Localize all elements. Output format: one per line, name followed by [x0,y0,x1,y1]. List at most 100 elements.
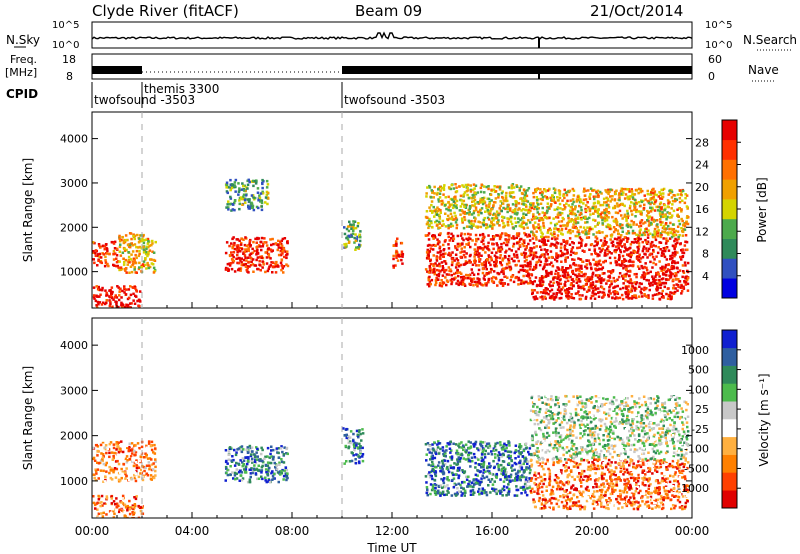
scatter-cell [662,282,666,285]
scatter-cell [532,224,535,227]
scatter-cell [500,242,503,246]
scatter-cell [561,253,565,257]
scatter-cell [92,456,96,460]
scatter-cell [118,250,122,253]
scatter-cell [550,261,553,264]
scatter-cell [642,231,645,235]
scatter-cell [601,266,604,270]
scatter-cell [457,265,461,268]
scatter-cell [265,179,269,183]
scatter-cell [521,217,524,220]
scatter-cell [347,229,351,233]
scatter-cell [534,263,538,267]
velocity-scatter [92,394,690,518]
scatter-cell [618,192,621,195]
scatter-cell [491,242,494,245]
scatter-cell [492,270,496,273]
scatter-cell [564,227,568,230]
scatter-cell [475,283,478,286]
scatter-cell [659,241,663,244]
scatter-cell [577,267,580,270]
scatter-cell [666,215,669,219]
scatter-cell [474,440,478,444]
scatter-cell [242,263,245,267]
scatter-cell [101,515,105,518]
scatter-cell [640,282,643,286]
scatter-cell [543,212,547,215]
scatter-cell [613,206,617,210]
scatter-cell [483,200,486,203]
scatter-cell [607,279,611,282]
scatter-cell [484,223,488,226]
scatter-cell [97,477,100,480]
scatter-cell [239,474,243,477]
scatter-cell [135,475,139,479]
scatter-cell [114,476,118,479]
scatter-cell [482,461,486,464]
scatter-cell [492,449,495,452]
scatter-cell [506,207,510,211]
scatter-cell [111,458,114,461]
scatter-cell [535,297,539,300]
scatter-cell [475,225,478,228]
scatter-cell [260,446,263,450]
scatter-cell [491,217,494,220]
scatter-cell [441,224,444,227]
scatter-cell [235,468,238,471]
scatter-cell [132,257,136,260]
scatter-cell [585,259,589,262]
scatter-cell [685,205,689,208]
scatter-cell [153,452,157,455]
scatter-cell [541,280,544,283]
scatter-cell [571,203,574,206]
scatter-cell [343,232,347,236]
scatter-cell [625,219,628,222]
scatter-cell [123,291,126,294]
scatter-cell [347,446,350,450]
scatter-cell [439,251,442,254]
scatter-cell [511,210,514,214]
scatter-cell [462,448,465,452]
scatter-cell [351,452,354,455]
scatter-cell [250,202,254,206]
scatter-cell [547,292,550,296]
scatter-cell [228,203,232,206]
scatter-cell [552,217,555,220]
scatter-cell [644,253,647,256]
scatter-cell [128,442,131,445]
scatter-cell [94,468,97,471]
scatter-cell [229,465,232,468]
scatter-cell [561,266,564,269]
scatter-cell [668,237,672,240]
scatter-cell [524,233,528,236]
scatter-cell [596,193,600,196]
scatter-cell [587,286,591,289]
scatter-cell [458,242,461,246]
scatter-cell [667,278,670,281]
scatter-cell [265,256,269,259]
scatter-cell [609,284,612,287]
scatter-cell [123,288,126,291]
scatter-cell [351,229,355,232]
scatter-cell [242,195,245,198]
scatter-cell [667,202,670,205]
scatter-cell [242,189,246,192]
scatter-cell [464,255,467,259]
scatter-cell [589,193,592,196]
scatter-cell [428,475,432,479]
scatter-cell [557,283,560,286]
scatter-cell [541,297,544,301]
scatter-cell [489,238,493,241]
scatter-cell [451,258,454,261]
scatter-cell [682,228,685,231]
scatter-cell [264,463,268,467]
scatter-cell [271,478,274,481]
scatter-cell [263,457,266,461]
scatter-cell [267,479,271,482]
scatter-cell [124,293,128,296]
scatter-cell [631,229,635,233]
scatter-cell [233,184,236,187]
scatter-cell [434,262,437,265]
scatter-cell [675,277,678,281]
scatter-cell [456,279,460,283]
